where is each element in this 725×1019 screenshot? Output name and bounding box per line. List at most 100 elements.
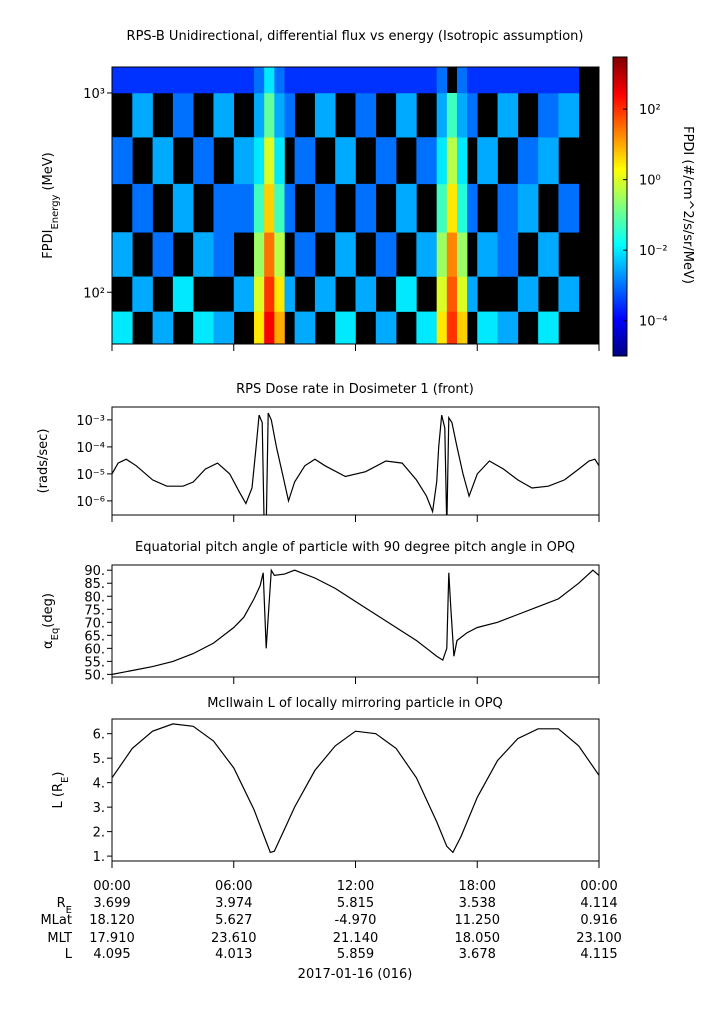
colorbar-frame <box>612 56 628 357</box>
heatmap-cell <box>294 67 316 94</box>
heatmap-cell <box>456 183 468 233</box>
data-line <box>112 412 599 515</box>
heatmap-cell <box>456 137 468 185</box>
ephemeris-row-label: RE <box>57 896 72 916</box>
heatmap-cell <box>456 276 468 312</box>
ephemeris-value: 4.114 <box>580 896 617 911</box>
y-tick-label: 65. <box>84 629 105 644</box>
heatmap-cell <box>558 276 580 312</box>
colorbar-label: FPDI (#/cm^2/s/sr/MeV) <box>680 126 695 284</box>
heatmap-cell <box>355 276 377 312</box>
colorbar-step <box>613 101 627 105</box>
heatmap-cell <box>193 311 214 344</box>
colorbar-step <box>613 308 627 312</box>
colorbar-step <box>613 251 627 255</box>
colorbar-step <box>613 276 627 280</box>
colorbar-step <box>613 333 627 337</box>
colorbar-step <box>613 59 627 63</box>
y-tick-label: 80. <box>84 590 105 605</box>
heatmap-cell <box>355 183 377 233</box>
colorbar-step <box>613 291 627 295</box>
colorbar-step <box>613 109 627 113</box>
y-axis-label-part: Eq <box>50 628 61 641</box>
colorbar-step <box>613 191 627 195</box>
heatmap-cell <box>213 311 235 344</box>
ephemeris-value: 23.100 <box>576 931 622 946</box>
heatmap-cell <box>497 183 519 233</box>
colorbar-step <box>613 149 627 153</box>
colorbar-step <box>613 57 627 60</box>
heatmap-cell <box>132 183 153 233</box>
y-axis-label-part: Energy <box>50 194 61 229</box>
colorbar-step <box>613 141 627 145</box>
colorbar-step <box>613 258 627 262</box>
heatmap-cell <box>335 67 356 94</box>
heatmap-cell <box>497 232 519 277</box>
heatmap-cell <box>477 137 498 185</box>
heatmap-cell <box>172 276 194 312</box>
heatmap-cell <box>284 67 295 94</box>
heatmap-cell <box>112 311 133 344</box>
colorbar-step <box>613 84 627 88</box>
y-tick-label: 2. <box>93 826 105 841</box>
heatmap-cell <box>213 92 235 138</box>
colorbar-tick-label: 10⁻⁴ <box>639 315 668 330</box>
colorbar-step <box>613 146 627 150</box>
ephemeris-row-label-part: E <box>66 905 72 916</box>
heatmap-cell <box>274 276 285 312</box>
plot-frame <box>111 66 600 345</box>
heatmap-cell <box>284 183 295 233</box>
colorbar-step <box>613 131 627 135</box>
ephemeris-row-label-part: L <box>65 947 73 962</box>
colorbar-step <box>613 161 627 165</box>
heatmap-cell <box>436 232 448 277</box>
ephemeris-value: 4.115 <box>580 947 617 962</box>
colorbar-step <box>613 253 627 257</box>
x-tick-label: 06:00 <box>215 879 252 894</box>
colorbar-step <box>613 228 627 232</box>
heatmap-cell <box>132 276 153 312</box>
colorbar-step <box>613 129 627 133</box>
colorbar-step <box>613 348 627 352</box>
colorbar-step <box>613 204 627 207</box>
heatmap-cell <box>213 67 235 94</box>
colorbar-step <box>613 114 627 118</box>
colorbar-step <box>613 156 627 160</box>
colorbar-step <box>613 238 627 242</box>
colorbar-step <box>613 326 627 330</box>
colorbar-step <box>613 256 627 260</box>
y-tick-label: 10⁻⁶ <box>76 495 105 510</box>
ephemeris-value: 5.815 <box>337 896 374 911</box>
heatmap-cell <box>436 67 448 94</box>
heatmap-cell <box>233 67 255 94</box>
heatmap-cell <box>264 137 275 185</box>
heatmap-cell <box>264 183 275 233</box>
heatmap-cell <box>274 183 285 233</box>
heatmap-cell <box>193 232 214 277</box>
x-tick-label: 00:00 <box>93 879 130 894</box>
colorbar-step <box>613 94 627 98</box>
colorbar-step <box>613 331 627 335</box>
heatmap-cell <box>294 137 316 185</box>
heatmap-cell <box>152 137 174 185</box>
heatmap-cell <box>274 137 285 185</box>
heatmap-cell <box>284 276 295 312</box>
heatmap-cell <box>375 311 397 344</box>
ephemeris-row-label: MLT <box>47 931 72 946</box>
colorbar-step <box>613 303 627 307</box>
colorbar-step <box>613 213 627 217</box>
x-tick-label: 18:00 <box>459 879 496 894</box>
colorbar-step <box>613 293 627 297</box>
ephemeris-value: 18.120 <box>89 913 135 928</box>
colorbar-step <box>613 206 627 210</box>
heatmap-cell <box>375 232 397 277</box>
heatmap-cell <box>284 92 295 138</box>
heatmap-cell <box>254 311 265 344</box>
ephemeris-row-label: L <box>65 947 73 962</box>
heatmap-cell <box>436 276 448 312</box>
colorbar-step <box>613 194 627 198</box>
colorbar-step <box>613 311 627 315</box>
panel-title: RPS-B Unidirectional, differential flux … <box>127 29 584 44</box>
colorbar-step <box>613 351 627 355</box>
heatmap-cell <box>497 311 519 344</box>
